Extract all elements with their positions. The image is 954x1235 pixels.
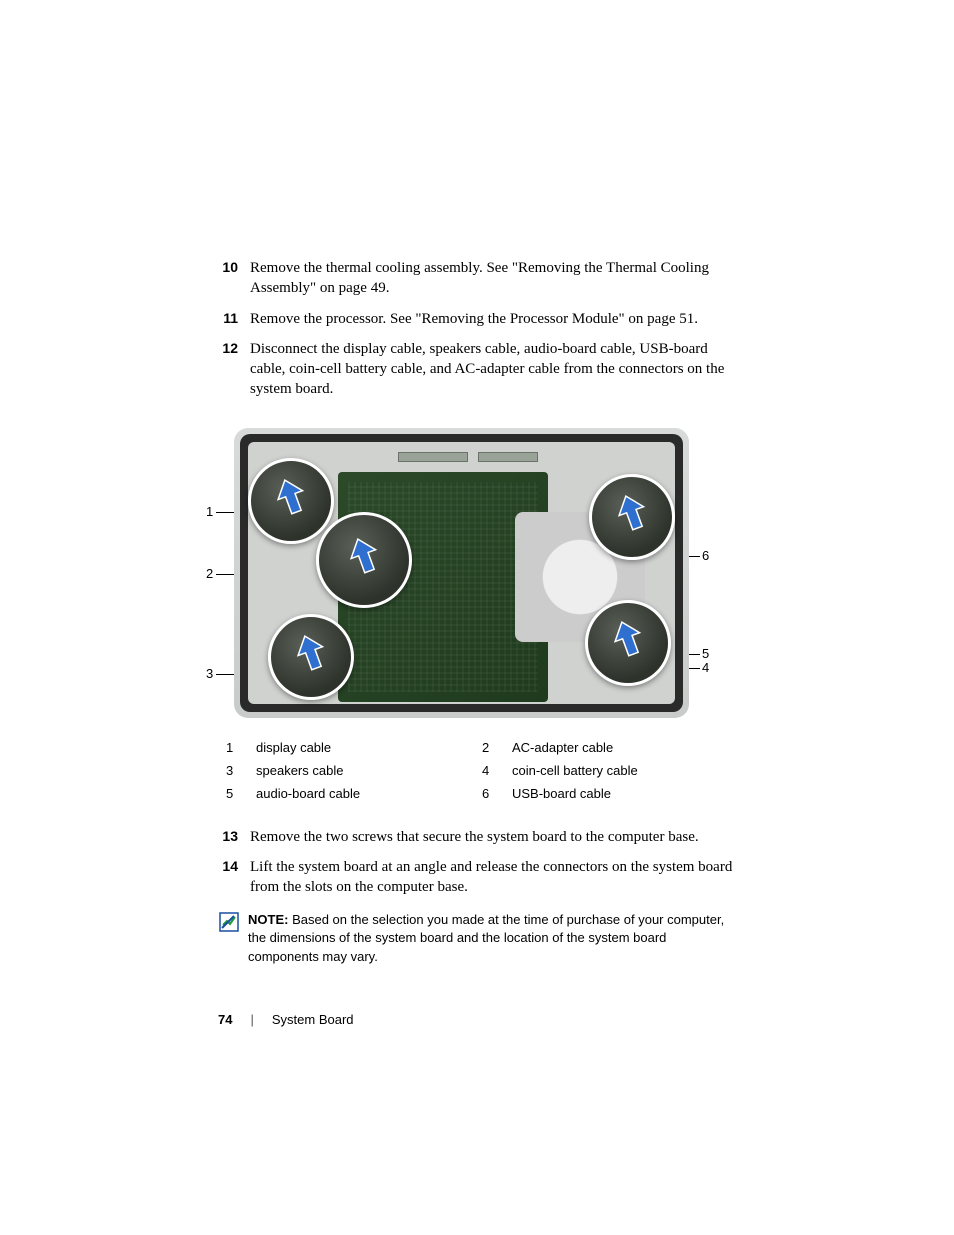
note-icon	[218, 911, 240, 933]
legend-number: 1	[226, 740, 256, 755]
legend-label: display cable	[256, 740, 482, 755]
step-text: Disconnect the display cable, speakers c…	[250, 339, 738, 400]
up-arrow-icon	[609, 488, 655, 537]
steps-bottom: 13Remove the two screws that secure the …	[218, 827, 738, 898]
legend-label: AC-adapter cable	[512, 740, 738, 755]
instruction-step: 10Remove the thermal cooling assembly. S…	[218, 258, 738, 299]
legend-label: USB-board cable	[512, 786, 738, 801]
page-number: 74	[218, 1012, 232, 1027]
instruction-step: 11Remove the processor. See "Removing th…	[218, 309, 738, 329]
instruction-step: 13Remove the two screws that secure the …	[218, 827, 738, 847]
steps-top: 10Remove the thermal cooling assembly. S…	[218, 258, 738, 400]
legend-item: 3speakers cable	[226, 763, 482, 778]
legend-number: 2	[482, 740, 512, 755]
legend-row: 5audio-board cable6USB-board cable	[226, 786, 738, 801]
note-body: Based on the selection you made at the t…	[248, 912, 724, 963]
step-text: Remove the thermal cooling assembly. See…	[250, 258, 738, 299]
up-arrow-icon	[268, 472, 314, 521]
note-label: NOTE:	[248, 912, 288, 927]
legend-label: coin-cell battery cable	[512, 763, 738, 778]
legend-number: 4	[482, 763, 512, 778]
callout-label-5: 5	[702, 646, 709, 661]
connector-shape	[478, 452, 538, 462]
step-number: 10	[218, 258, 250, 299]
step-number: 14	[218, 857, 250, 898]
note-block: NOTE: Based on the selection you made at…	[218, 911, 738, 966]
legend-item: 5audio-board cable	[226, 786, 482, 801]
callout-circle-2	[316, 512, 412, 608]
legend-label: audio-board cable	[256, 786, 482, 801]
callout-circle-3	[268, 614, 354, 700]
callout-label-4: 4	[702, 660, 709, 675]
diagram-legend: 1display cable2AC-adapter cable3speakers…	[226, 740, 738, 801]
step-text: Remove the processor. See "Removing the …	[250, 309, 738, 329]
up-arrow-icon	[288, 628, 334, 677]
legend-row: 1display cable2AC-adapter cable	[226, 740, 738, 755]
footer-section: System Board	[272, 1012, 354, 1027]
legend-row: 3speakers cable4coin-cell battery cable	[226, 763, 738, 778]
step-number: 12	[218, 339, 250, 400]
callout-label-3: 3	[206, 666, 213, 681]
callout-label-1: 1	[206, 504, 213, 519]
page-content: 10Remove the thermal cooling assembly. S…	[218, 258, 738, 966]
legend-label: speakers cable	[256, 763, 482, 778]
instruction-step: 12Disconnect the display cable, speakers…	[218, 339, 738, 400]
legend-number: 5	[226, 786, 256, 801]
step-text: Lift the system board at an angle and re…	[250, 857, 738, 898]
callout-label-2: 2	[206, 566, 213, 581]
step-text: Remove the two screws that secure the sy…	[250, 827, 738, 847]
instruction-step: 14Lift the system board at an angle and …	[218, 857, 738, 898]
connector-shape	[398, 452, 468, 462]
up-arrow-icon	[341, 531, 387, 580]
legend-item: 6USB-board cable	[482, 786, 738, 801]
page-footer: 74 | System Board	[218, 1012, 354, 1027]
step-number: 13	[218, 827, 250, 847]
footer-separator: |	[250, 1012, 253, 1027]
callout-circle-4-5	[585, 600, 671, 686]
legend-item: 4coin-cell battery cable	[482, 763, 738, 778]
callout-circle-1	[248, 458, 334, 544]
legend-item: 2AC-adapter cable	[482, 740, 738, 755]
legend-number: 6	[482, 786, 512, 801]
note-text: NOTE: Based on the selection you made at…	[248, 911, 738, 966]
diagram-container: 1 2 3 6 5 4	[210, 428, 730, 718]
step-number: 11	[218, 309, 250, 329]
legend-number: 3	[226, 763, 256, 778]
callout-label-6: 6	[702, 548, 709, 563]
callout-circle-6	[589, 474, 675, 560]
up-arrow-icon	[605, 614, 651, 663]
system-board-diagram	[234, 428, 689, 718]
legend-item: 1display cable	[226, 740, 482, 755]
